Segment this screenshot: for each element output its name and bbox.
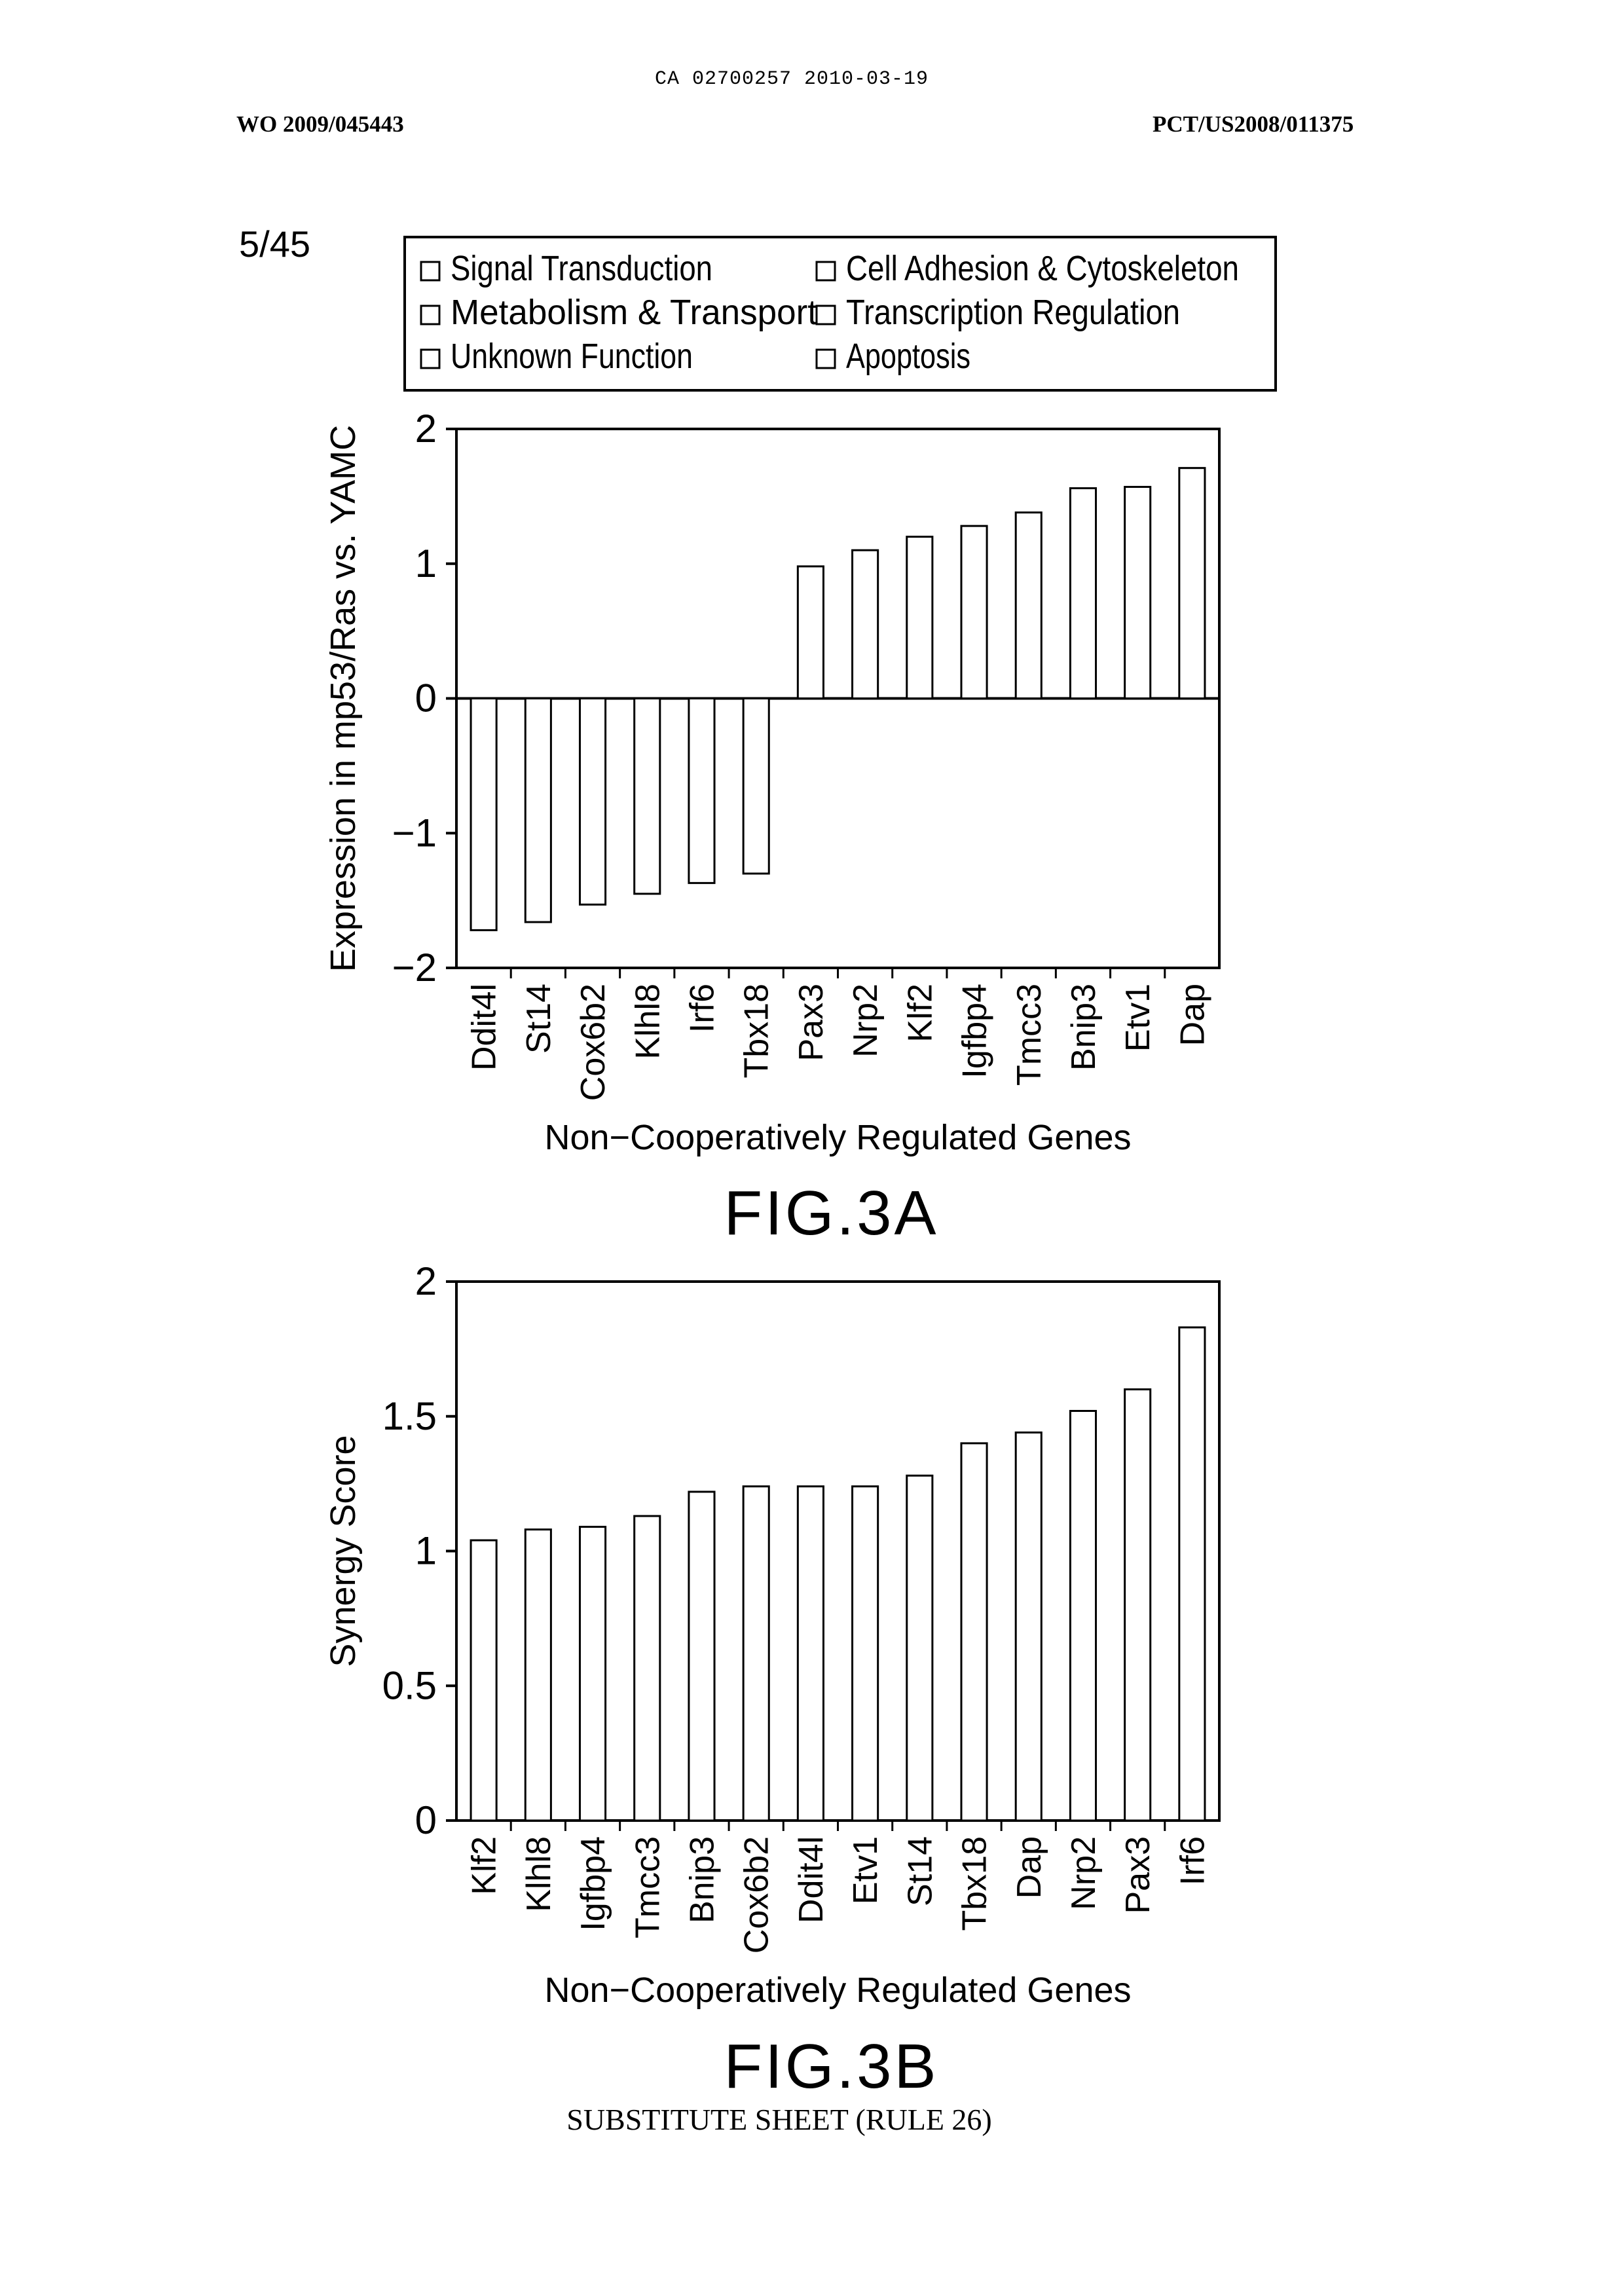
legend-swatch [421, 306, 439, 324]
x-tick-label: Bnip3 [1065, 984, 1103, 1071]
x-tick-label: Ddit4l [792, 1836, 830, 1923]
bar-klf2 [471, 1540, 496, 1821]
bar-igfbp4 [961, 526, 987, 698]
x-tick-label: Klhl8 [629, 984, 667, 1060]
bar-tbx18 [743, 699, 769, 874]
legend-swatch [421, 350, 439, 368]
x-tick-label: Dap [1173, 984, 1211, 1046]
bar-cox6b2 [580, 699, 605, 905]
chart-fig3a: 2 1 0 −1 −2 Ddit4l St14 Cox6b2 Klhl8 Irf6 Tbx18 Pax… [323, 407, 1219, 1248]
y-tick-label: 0 [415, 1798, 437, 1842]
x-tick-label: Igfbp4 [956, 984, 994, 1079]
x-tick-label: Klf2 [466, 1836, 504, 1895]
legend-label: Unknown Function [451, 337, 693, 376]
legend-swatch [421, 262, 439, 280]
y-tick-label: 1.5 [382, 1394, 437, 1438]
x-tick-label: Klf2 [901, 984, 939, 1043]
y-axis-label: Expression in mp53/Ras vs. YAMC [323, 425, 363, 972]
bar-pax3 [798, 566, 823, 699]
bar-nrp2 [853, 550, 878, 698]
legend-swatch [817, 262, 835, 280]
y-tick-label: 2 [415, 407, 437, 451]
x-tick-label: Irf6 [1173, 1836, 1211, 1885]
legend-label: Cell Adhesion & Cytoskeleton [846, 249, 1239, 288]
bar-bnip3 [1070, 489, 1096, 699]
x-tick-label: Pax3 [792, 984, 830, 1062]
bar-bnip3 [689, 1492, 714, 1821]
x-tick-label: Cox6b2 [738, 1836, 776, 1953]
y-tick-label: −2 [392, 946, 437, 990]
x-tick-label: St14 [520, 984, 558, 1054]
figure-label: FIG.3A [724, 1178, 938, 1248]
x-tick-label: Tmcc3 [1010, 984, 1048, 1086]
x-tick-label: Nrp2 [847, 984, 885, 1058]
legend-label: Apoptosis [846, 337, 970, 376]
bar-tmcc3 [635, 1516, 660, 1821]
y-axis-label: Synergy Score [323, 1435, 363, 1667]
bar-etv1 [1125, 487, 1151, 698]
x-tick-label: Nrp2 [1065, 1836, 1103, 1910]
bar-dap [1179, 468, 1205, 699]
x-axis-label: Non−Cooperatively Regulated Genes [544, 1118, 1131, 1157]
x-tick-label: Etv1 [1119, 984, 1157, 1052]
bar-nrp2 [1070, 1411, 1096, 1821]
plot-frame [456, 1282, 1219, 1821]
bar-klhl8 [525, 1530, 551, 1821]
bar-tbx18 [961, 1443, 987, 1821]
bar-dap [1016, 1432, 1041, 1821]
x-tick-label: Tmcc3 [629, 1836, 667, 1938]
bar-tmcc3 [1016, 513, 1041, 699]
figure-label: FIG.3B [724, 2031, 938, 2101]
bar-st14 [525, 699, 551, 923]
x-tick-label: Dap [1010, 1836, 1048, 1898]
y-tick-label: 2 [415, 1259, 437, 1303]
bar-irf6 [1179, 1327, 1205, 1821]
x-tick-label: Klhl8 [520, 1836, 558, 1912]
bar-irf6 [689, 699, 714, 883]
y-tick-label: 0.5 [382, 1663, 437, 1707]
legend-label: Transcription Regulation [846, 293, 1180, 332]
bar-st14 [907, 1475, 932, 1821]
legend-items: Signal Transduction Metabolism & Transpor… [421, 249, 1239, 376]
bar-pax3 [1125, 1390, 1151, 1821]
x-tick-label: Ddit4l [466, 984, 504, 1071]
bar-klf2 [907, 537, 932, 699]
legend-label: Signal Transduction [451, 249, 712, 288]
legend-label: Metabolism & Transport [451, 293, 817, 332]
bar-igfbp4 [580, 1526, 605, 1821]
y-tick-label: 1 [415, 542, 437, 585]
x-tick-label: Etv1 [847, 1836, 885, 1904]
y-tick-label: 1 [415, 1529, 437, 1573]
x-tick-label: Bnip3 [683, 1836, 721, 1923]
bar-ddit4l [798, 1487, 823, 1821]
bar-ddit4l [471, 699, 496, 931]
x-tick-label: Igfbp4 [574, 1836, 612, 1931]
bar-klhl8 [635, 699, 660, 894]
y-tick-label: −1 [392, 811, 437, 855]
x-tick-label: Tbx18 [738, 984, 776, 1079]
x-axis-label: Non−Cooperatively Regulated Genes [544, 1970, 1131, 2010]
chart-fig3b: 2 1.5 1 0.5 0 Klf2 Klhl8 Igfbp4 Tmcc3 Bnip3 Cox6b2… [323, 1259, 1219, 2101]
x-tick-label: Pax3 [1119, 1836, 1157, 1914]
x-tick-label: Irf6 [683, 984, 721, 1033]
legend-swatch [817, 350, 835, 368]
footer-text: SUBSTITUTE SHEET (RULE 26) [0, 2102, 1559, 2137]
x-tick-label: St14 [901, 1836, 939, 1906]
x-tick-label: Cox6b2 [574, 984, 612, 1101]
bar-cox6b2 [743, 1487, 769, 1821]
bar-etv1 [853, 1487, 878, 1821]
legend-swatch [817, 306, 835, 324]
x-tick-label: Tbx18 [956, 1836, 994, 1931]
y-tick-label: 0 [415, 676, 437, 720]
